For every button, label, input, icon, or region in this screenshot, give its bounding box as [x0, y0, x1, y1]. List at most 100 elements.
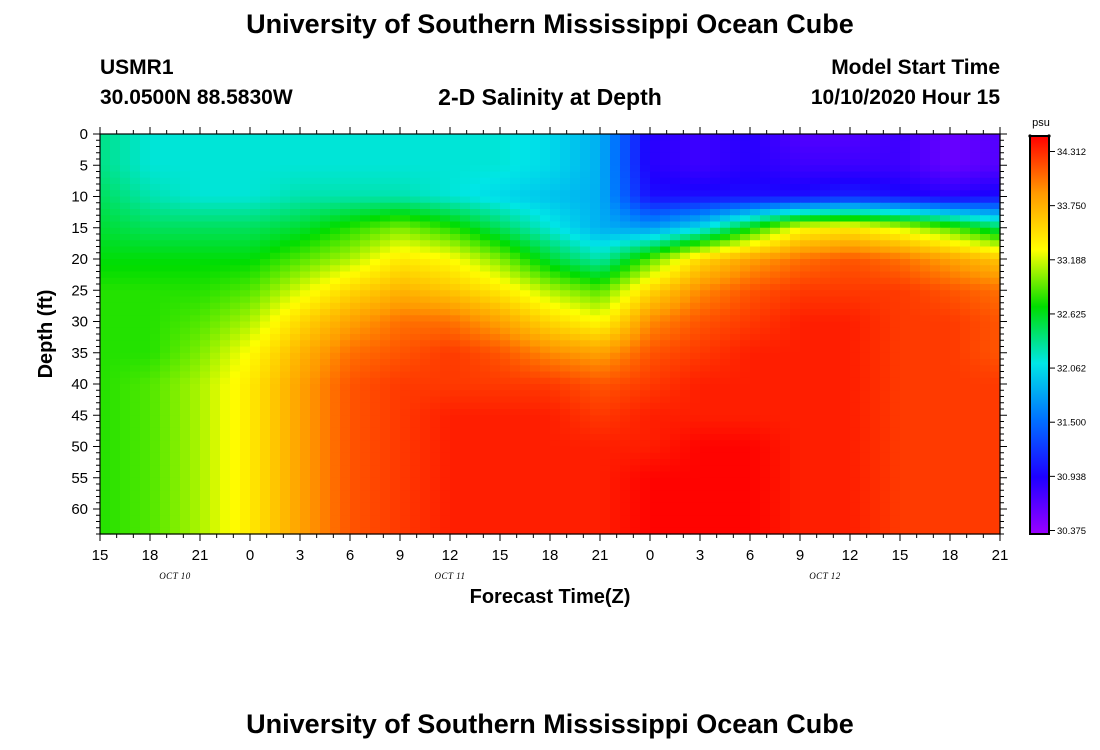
heatmap-cell	[340, 427, 351, 435]
heatmap-cell	[460, 134, 471, 141]
heatmap-cell	[710, 421, 721, 429]
heatmap-cell	[510, 290, 521, 298]
heatmap-cell	[190, 290, 201, 298]
heatmap-cell	[430, 471, 441, 479]
heatmap-cell	[690, 409, 701, 416]
heatmap-cell	[380, 384, 391, 391]
heatmap-cell	[180, 334, 191, 341]
heatmap-cell	[560, 234, 571, 241]
heatmap-cell	[340, 240, 351, 248]
heatmap-cell	[570, 421, 581, 429]
heatmap-cell	[260, 340, 271, 348]
heatmap-cell	[570, 321, 581, 329]
heatmap-cell	[120, 134, 131, 141]
heatmap-cell	[130, 452, 141, 460]
heatmap-cell	[270, 477, 281, 485]
heatmap-cell	[760, 165, 771, 173]
heatmap-cell	[730, 340, 741, 348]
heatmap-cell	[900, 421, 911, 429]
heatmap-cell	[690, 402, 701, 410]
heatmap-cell	[690, 284, 701, 291]
heatmap-cell	[370, 465, 381, 473]
heatmap-cell	[590, 377, 601, 385]
heatmap-cell	[280, 215, 291, 223]
heatmap-cell	[580, 184, 591, 191]
heatmap-cell	[930, 377, 941, 385]
heatmap-cell	[900, 209, 911, 216]
heatmap-cell	[830, 202, 841, 210]
heatmap-cell	[670, 409, 681, 416]
heatmap-cell	[420, 265, 431, 273]
heatmap-cell	[300, 434, 311, 441]
heatmap-cell	[220, 152, 231, 160]
heatmap-cell	[200, 159, 211, 166]
heatmap-cell	[230, 321, 241, 329]
heatmap-cell	[900, 415, 911, 423]
heatmap-cell	[720, 196, 731, 204]
heatmap-cell	[160, 177, 171, 185]
heatmap-cell	[770, 315, 781, 323]
heatmap-cell	[700, 240, 711, 248]
heatmap-cell	[290, 159, 301, 166]
heatmap-cell	[980, 152, 991, 160]
heatmap-cell	[250, 409, 261, 416]
heatmap-cell	[290, 452, 301, 460]
heatmap-cell	[920, 284, 931, 291]
heatmap-cell	[810, 465, 821, 473]
heatmap-cell	[210, 440, 221, 448]
heatmap-cell	[910, 415, 921, 423]
heatmap-cell	[990, 221, 1001, 229]
heatmap-cell	[170, 159, 181, 166]
heatmap-cell	[600, 159, 611, 166]
heatmap-cell	[780, 221, 791, 229]
heatmap-cell	[860, 165, 871, 173]
heatmap-cell	[180, 477, 191, 485]
heatmap-cell	[700, 134, 711, 141]
heatmap-cell	[600, 290, 611, 298]
heatmap-cell	[780, 234, 791, 241]
heatmap-cell	[250, 390, 261, 398]
heatmap-cell	[460, 440, 471, 448]
heatmap-cell	[170, 190, 181, 198]
heatmap-cell	[950, 290, 961, 298]
heatmap-cell	[230, 359, 241, 366]
heatmap-cell	[250, 315, 261, 323]
heatmap-cell	[920, 196, 931, 204]
heatmap-cell	[620, 265, 631, 273]
heatmap-cell	[880, 259, 891, 266]
heatmap-cell	[350, 359, 361, 366]
heatmap-cell	[540, 209, 551, 216]
heatmap-cell	[520, 415, 531, 423]
heatmap-cell	[370, 452, 381, 460]
heatmap-cell	[870, 377, 881, 385]
heatmap-cell	[590, 327, 601, 335]
heatmap-cell	[510, 277, 521, 285]
heatmap-cell	[240, 365, 251, 373]
heatmap-cell	[330, 477, 341, 485]
heatmap-cell	[880, 359, 891, 366]
heatmap-cell	[100, 434, 111, 441]
heatmap-cell	[650, 227, 661, 235]
heatmap-cell	[870, 290, 881, 298]
heatmap-cell	[550, 471, 561, 479]
heatmap-cell	[650, 315, 661, 323]
heatmap-cell	[680, 359, 691, 366]
heatmap-cell	[830, 184, 841, 191]
heatmap-cell	[840, 309, 851, 316]
heatmap-cell	[500, 371, 511, 379]
heatmap-cell	[350, 415, 361, 423]
heatmap-cell	[850, 296, 861, 304]
heatmap-cell	[790, 327, 801, 335]
heatmap-cell	[940, 359, 951, 366]
heatmap-cell	[250, 415, 261, 423]
heatmap-cell	[870, 340, 881, 348]
heatmap-cell	[730, 427, 741, 435]
heatmap-cell	[210, 371, 221, 379]
heatmap-cell	[480, 184, 491, 191]
heatmap-cell	[720, 152, 731, 160]
heatmap-cell	[460, 346, 471, 354]
heatmap-cell	[710, 290, 721, 298]
heatmap-cell	[610, 159, 621, 166]
heatmap-cell	[890, 284, 901, 291]
heatmap-cell	[580, 452, 591, 460]
